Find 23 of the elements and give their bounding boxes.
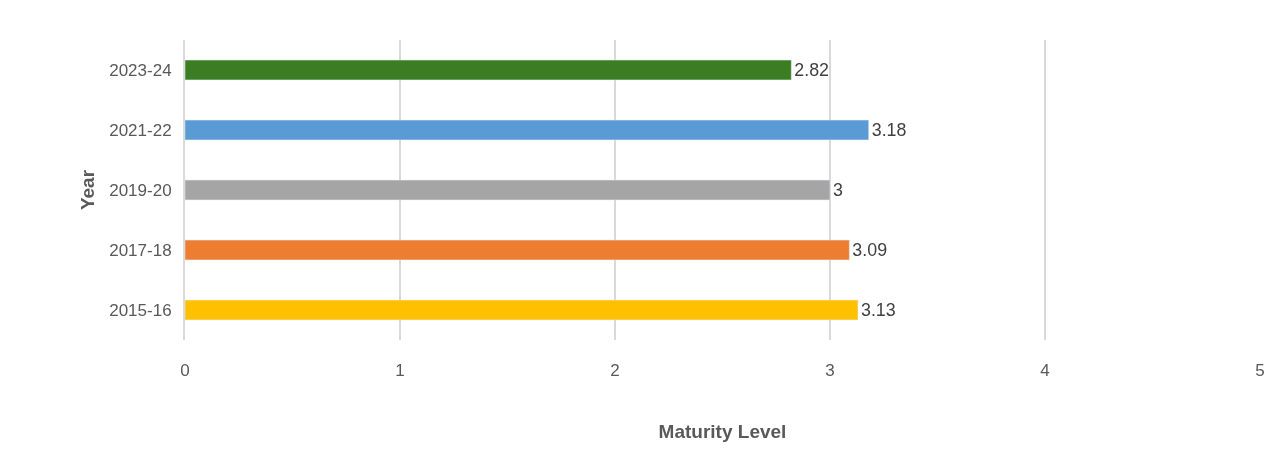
x-tick-label: 2 — [610, 361, 620, 380]
data-label: 3.18 — [871, 119, 907, 140]
y-tick-label: 2023-24 — [109, 60, 172, 80]
x-tick-label: 3 — [825, 361, 835, 380]
data-label: 2.82 — [794, 59, 830, 80]
x-tick-label: 0 — [180, 361, 190, 380]
y-tick-label: 2019-20 — [109, 180, 172, 200]
bar — [185, 299, 859, 321]
data-label: 3 — [833, 179, 843, 200]
y-tick-label: 2015-16 — [109, 300, 172, 320]
y-tick-label: 2021-22 — [109, 120, 172, 140]
bar — [185, 239, 850, 261]
bar — [185, 179, 831, 201]
data-label: 3.13 — [860, 299, 896, 320]
bar — [185, 119, 869, 141]
y-axis-title: Year — [76, 169, 98, 211]
x-tick-label: 4 — [1040, 361, 1050, 380]
y-tick-label: 2017-18 — [109, 240, 172, 260]
data-label: 3.09 — [852, 239, 888, 260]
x-tick-label: 1 — [395, 361, 405, 380]
bar — [185, 59, 792, 81]
x-axis-title: Maturity Level — [658, 420, 787, 442]
x-tick-label: 5 — [1255, 361, 1265, 380]
